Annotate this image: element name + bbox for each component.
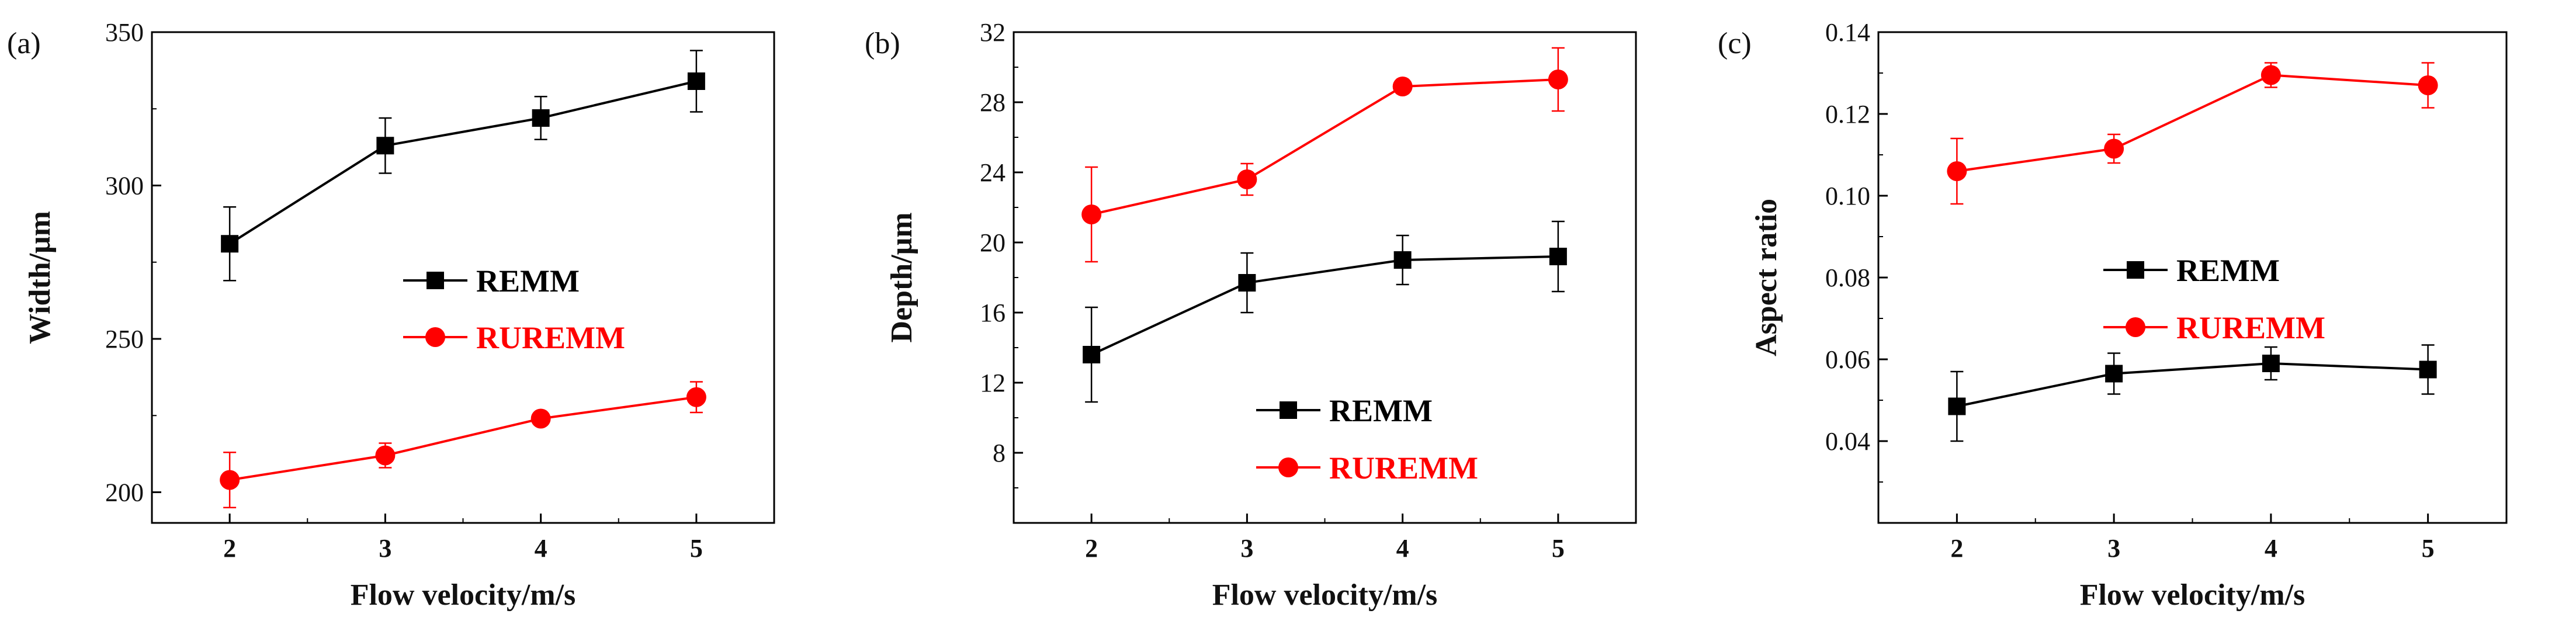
legend-label: RUREMM	[2176, 310, 2325, 345]
chart-panel-3: (c) 2 3 4 5 0.04 0.06 0.08 0.10 0.12 0.14 Flow velo…	[1718, 18, 2508, 612]
x-tick-label: 5	[2422, 534, 2435, 563]
series-line	[1956, 362, 2428, 408]
y-tick-label: 350	[105, 18, 144, 47]
y-tick-label: 16	[980, 299, 1006, 327]
y-tick-label: 32	[980, 18, 1006, 47]
x-tick-label: 4	[535, 534, 547, 563]
x-axis-label: Flow velocity/m/s	[2080, 578, 2305, 612]
data-point	[531, 408, 551, 429]
data-point	[1548, 70, 1568, 89]
legend-entry-ruremm: RUREMM	[1256, 450, 1478, 486]
y-axis-label: Aspect ratio	[1750, 199, 1783, 356]
x-tick-label: 3	[379, 534, 391, 563]
data-point	[532, 109, 550, 127]
series-remm	[1948, 344, 2437, 442]
y-tick-label: 250	[105, 325, 144, 353]
data-point	[221, 235, 239, 253]
y-tick-label: 20	[980, 228, 1006, 257]
legend-marker	[2127, 261, 2144, 279]
data-point	[2418, 75, 2438, 95]
y-tick-label: 200	[105, 478, 144, 507]
legend-marker	[1278, 457, 1298, 477]
series-ruremm	[1081, 47, 1568, 263]
x-tick-label: 2	[223, 534, 236, 563]
legend-marker	[427, 272, 444, 289]
data-point	[220, 470, 240, 490]
data-point	[376, 137, 394, 155]
x-axis-label: Flow velocity/m/s	[1212, 578, 1438, 612]
series-line	[1091, 78, 1558, 216]
y-axis-label: Width/μm	[23, 211, 57, 344]
series-line	[229, 396, 697, 481]
data-point	[1238, 274, 1256, 292]
legend-entry-ruremm: RUREMM	[2103, 310, 2325, 345]
chart-panel-2: (b) 2 3 4 5 8 12 16 20 24 28 32 Flow velocity/m/s Dep…	[865, 18, 1637, 612]
x-tick-label: 3	[1240, 534, 1253, 563]
data-point	[1237, 169, 1257, 189]
data-point	[2262, 355, 2280, 372]
y-tick-label: 0.14	[1825, 18, 1870, 47]
legend-entry-remm: REMM	[403, 263, 580, 299]
data-point	[2104, 138, 2124, 159]
legend-entry-ruremm: RUREMM	[403, 320, 625, 355]
data-point	[1081, 204, 1102, 224]
panel-label: (c)	[1718, 27, 1752, 60]
data-point	[375, 445, 396, 466]
chart-panel-1: (a) 2 3 4 5 200 250 300 350 Flow velocity/m/s Widt…	[7, 18, 775, 612]
legend-label: REMM	[2176, 253, 2280, 288]
data-point	[2419, 360, 2437, 379]
x-tick-label: 2	[1950, 534, 1963, 563]
data-point	[686, 387, 706, 407]
data-point	[1948, 397, 1966, 415]
legend-marker	[1280, 401, 1297, 419]
y-tick-label: 0.04	[1825, 427, 1870, 456]
legend-entry-remm: REMM	[1256, 393, 1433, 428]
data-point	[1083, 346, 1101, 363]
legend-marker	[425, 327, 445, 347]
series-remm	[1083, 220, 1567, 403]
x-tick-label: 3	[2107, 534, 2120, 563]
legend-label: RUREMM	[1329, 450, 1478, 486]
x-axis-label: Flow velocity/m/s	[351, 578, 576, 612]
series-ruremm	[220, 381, 706, 508]
legend-label: RUREMM	[476, 320, 625, 355]
data-point	[1947, 161, 1967, 181]
x-tick-label: 5	[690, 534, 703, 563]
plot-frame	[151, 31, 775, 524]
x-tick-label: 4	[1396, 534, 1409, 563]
data-point	[687, 72, 705, 90]
x-tick-label: 2	[1085, 534, 1098, 563]
data-point	[2105, 365, 2123, 383]
series-line	[1091, 255, 1558, 356]
data-point	[1549, 248, 1567, 265]
x-tick-label: 5	[1552, 534, 1565, 563]
y-tick-label: 8	[993, 439, 1006, 467]
data-point	[1392, 77, 1413, 96]
y-tick-label: 0.10	[1825, 182, 1870, 210]
panel-label: (a)	[7, 27, 41, 60]
y-tick-label: 28	[980, 88, 1006, 117]
plot-frame	[1013, 31, 1637, 524]
panel-label: (b)	[865, 27, 900, 60]
y-tick-label: 0.08	[1825, 263, 1870, 292]
x-tick-label: 4	[2265, 534, 2277, 563]
y-tick-label: 12	[980, 369, 1006, 397]
legend-marker	[2126, 317, 2145, 337]
legend-label: REMM	[1329, 393, 1433, 428]
series-line	[1957, 74, 2428, 172]
series-remm	[221, 50, 705, 282]
y-tick-label: 300	[105, 172, 144, 200]
legend-entry-remm: REMM	[2103, 253, 2280, 288]
series-ruremm	[1947, 62, 2438, 205]
series-line	[229, 80, 697, 245]
data-point	[2260, 65, 2281, 85]
y-tick-label: 0.06	[1825, 345, 1870, 374]
y-axis-label: Depth/μm	[885, 212, 918, 342]
legend-label: REMM	[476, 263, 580, 299]
y-tick-label: 24	[980, 158, 1006, 187]
y-tick-label: 0.12	[1825, 100, 1870, 129]
data-point	[1393, 251, 1412, 269]
